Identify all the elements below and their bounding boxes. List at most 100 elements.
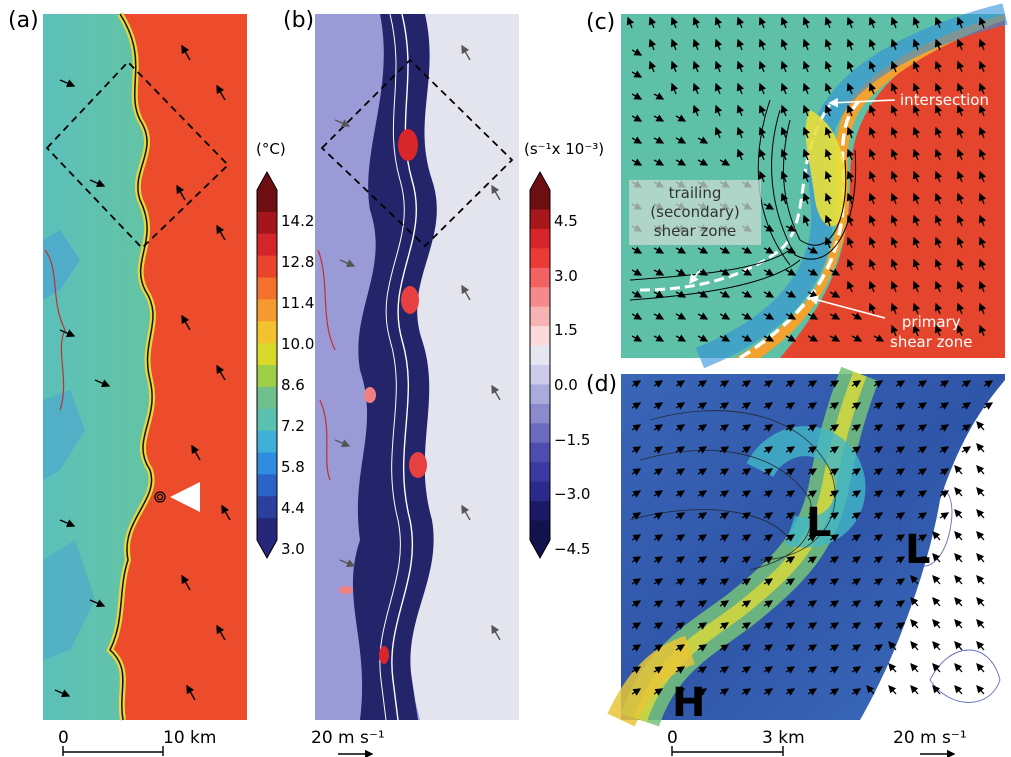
panel-c-wind-arrow	[934, 258, 943, 271]
panel-c-wind-arrow	[714, 82, 723, 95]
panel-d-wind-arrow	[976, 421, 985, 431]
panel-d-wind-arrow	[807, 578, 818, 586]
panel-d-wind-arrow	[807, 688, 818, 696]
panel-d-wind-arrow	[741, 490, 752, 498]
panel-c-wind-arrow	[846, 82, 855, 95]
panel-d-wind-arrow	[697, 380, 708, 388]
panel-d-wind-arrow	[910, 597, 919, 607]
annotation-primary-shear-zone: primary shear zone	[890, 312, 972, 352]
panel-d-wind-arrow	[954, 487, 963, 497]
panel-d-wind-arrow	[697, 556, 708, 564]
panel-d-wind-arrow	[961, 402, 972, 410]
colorbar-a-swatch	[257, 299, 277, 322]
panel-c-wind-arrow	[846, 60, 855, 73]
colorbar-a-extend-min	[257, 540, 277, 558]
panel-d-wind-arrow	[697, 512, 708, 520]
colorbar-a-swatch	[257, 343, 277, 366]
panel-c-wind-arrow	[648, 16, 657, 29]
panel-d-wind-arrow	[653, 666, 664, 674]
panel-c-wind-arrow	[675, 268, 687, 276]
panel-d-wind-arrow	[851, 556, 862, 564]
panel-d-wind-arrow	[888, 641, 897, 651]
panel-d-wind-arrow	[932, 663, 941, 673]
panel-d-wind-arrow	[939, 512, 950, 520]
colorbar-a-swatch	[257, 518, 277, 541]
panel-d-wind-arrow	[954, 597, 963, 607]
panel-label-a: (a)	[8, 8, 39, 33]
panel-d-wind-arrow	[785, 446, 796, 454]
panel-c-wind-arrow	[802, 104, 811, 117]
panel-c-wind-arrow	[631, 268, 643, 276]
panel-d-wind-arrow	[807, 424, 818, 432]
panel-b-wind-vectors	[334, 44, 501, 641]
panel-d-wind-arrow	[653, 578, 664, 586]
panel-d-wind-arrow	[763, 688, 774, 696]
panel-d-wind-arrow	[653, 402, 664, 410]
colorbar-a-swatch	[257, 474, 277, 497]
panel-d-wind-arrow	[675, 622, 686, 630]
panel-d-wind-arrow	[807, 468, 818, 476]
panel-c-wind-arrow	[956, 236, 965, 249]
panel-c-wind-arrow	[824, 170, 833, 183]
colorbar-a-swatch	[257, 277, 277, 300]
panel-d-wind-arrow	[653, 600, 664, 608]
panel-c-wind-arrow	[868, 302, 877, 315]
colorbar-b-swatch	[530, 190, 550, 210]
panel-c-wind-arrow	[912, 38, 921, 51]
panel-d-wind-arrow	[763, 644, 774, 652]
panel-c-wind-arrow	[653, 290, 665, 298]
panel-c-wind-arrow	[934, 192, 943, 205]
colorbar-a-swatch	[257, 365, 277, 388]
panel-d-wind-arrow	[895, 512, 906, 520]
panel-d-wind-arrow	[932, 619, 941, 629]
panel-d-wind-arrow	[675, 380, 686, 388]
panel-c-wind-arrow	[802, 170, 811, 183]
colorbar-b-swatch	[530, 209, 550, 230]
panel-d-wind-arrow	[895, 556, 906, 564]
panel-c-wind-arrow	[912, 236, 921, 249]
panel-label-c: (c)	[586, 10, 616, 35]
panel-c-wind-arrow	[890, 214, 899, 227]
panel-c-wind-arrow	[653, 312, 665, 320]
panel-d-wind-arrow	[829, 622, 840, 630]
panel-c-wind-arrow	[653, 158, 665, 166]
annotation-intersection: intersection	[900, 91, 989, 109]
panel-d-wind-arrow	[631, 600, 642, 608]
panel-c-wind-arrow	[824, 236, 833, 249]
panel-d-wind-arrow	[631, 512, 642, 520]
panel-d-wind-arrow	[910, 641, 919, 651]
panel-c-wind-arrow	[758, 82, 767, 95]
panel-d-wind-arrow	[976, 487, 985, 497]
panel-d-wind-arrow	[741, 512, 752, 520]
panel-d-wind-arrow	[741, 424, 752, 432]
panel-d-wind-arrow	[807, 600, 818, 608]
colorbar-b-swatch	[530, 248, 550, 269]
panel-c-wind-arrow	[653, 136, 665, 144]
panel-c-wind-arrow	[868, 38, 877, 51]
panel-d-wind-arrow	[741, 600, 752, 608]
panel-c-wind-arrow	[626, 16, 635, 29]
panel-d-wind-arrow	[829, 534, 840, 542]
panel-d-wind-arrow	[873, 666, 884, 674]
colorbar-a-swatch	[257, 321, 277, 344]
panel-c-wind-arrow	[934, 280, 943, 293]
panel-d-wind-arrow	[932, 553, 941, 563]
panel-c-wind-arrow	[978, 126, 987, 139]
panel-d-wind-arrow	[917, 556, 928, 564]
panel-c-wind-arrow	[846, 170, 855, 183]
colorbar-a-tick-label: 4.4	[281, 499, 305, 517]
panel-d-wind-arrow	[851, 600, 862, 608]
panel-c-wind-arrow	[868, 280, 877, 293]
panel-c-wind-arrow	[824, 192, 833, 205]
panel-d-wind-arrow	[719, 578, 730, 586]
colorbar-a-tick-label: 8.6	[281, 376, 305, 394]
panel-d-wind-arrow	[895, 402, 906, 410]
panel-d-wind-arrow	[631, 622, 642, 630]
panel-d-wind-arrow	[763, 600, 774, 608]
colorbar-a-tick-label: 3.0	[281, 540, 305, 558]
colorbar-a-swatch	[257, 430, 277, 453]
panel-d-wind-arrow	[895, 468, 906, 476]
panel-d-wind-arrow	[976, 553, 985, 563]
panel-c-wind-arrow	[758, 126, 767, 139]
panel-c-wind-arrow	[824, 148, 833, 161]
